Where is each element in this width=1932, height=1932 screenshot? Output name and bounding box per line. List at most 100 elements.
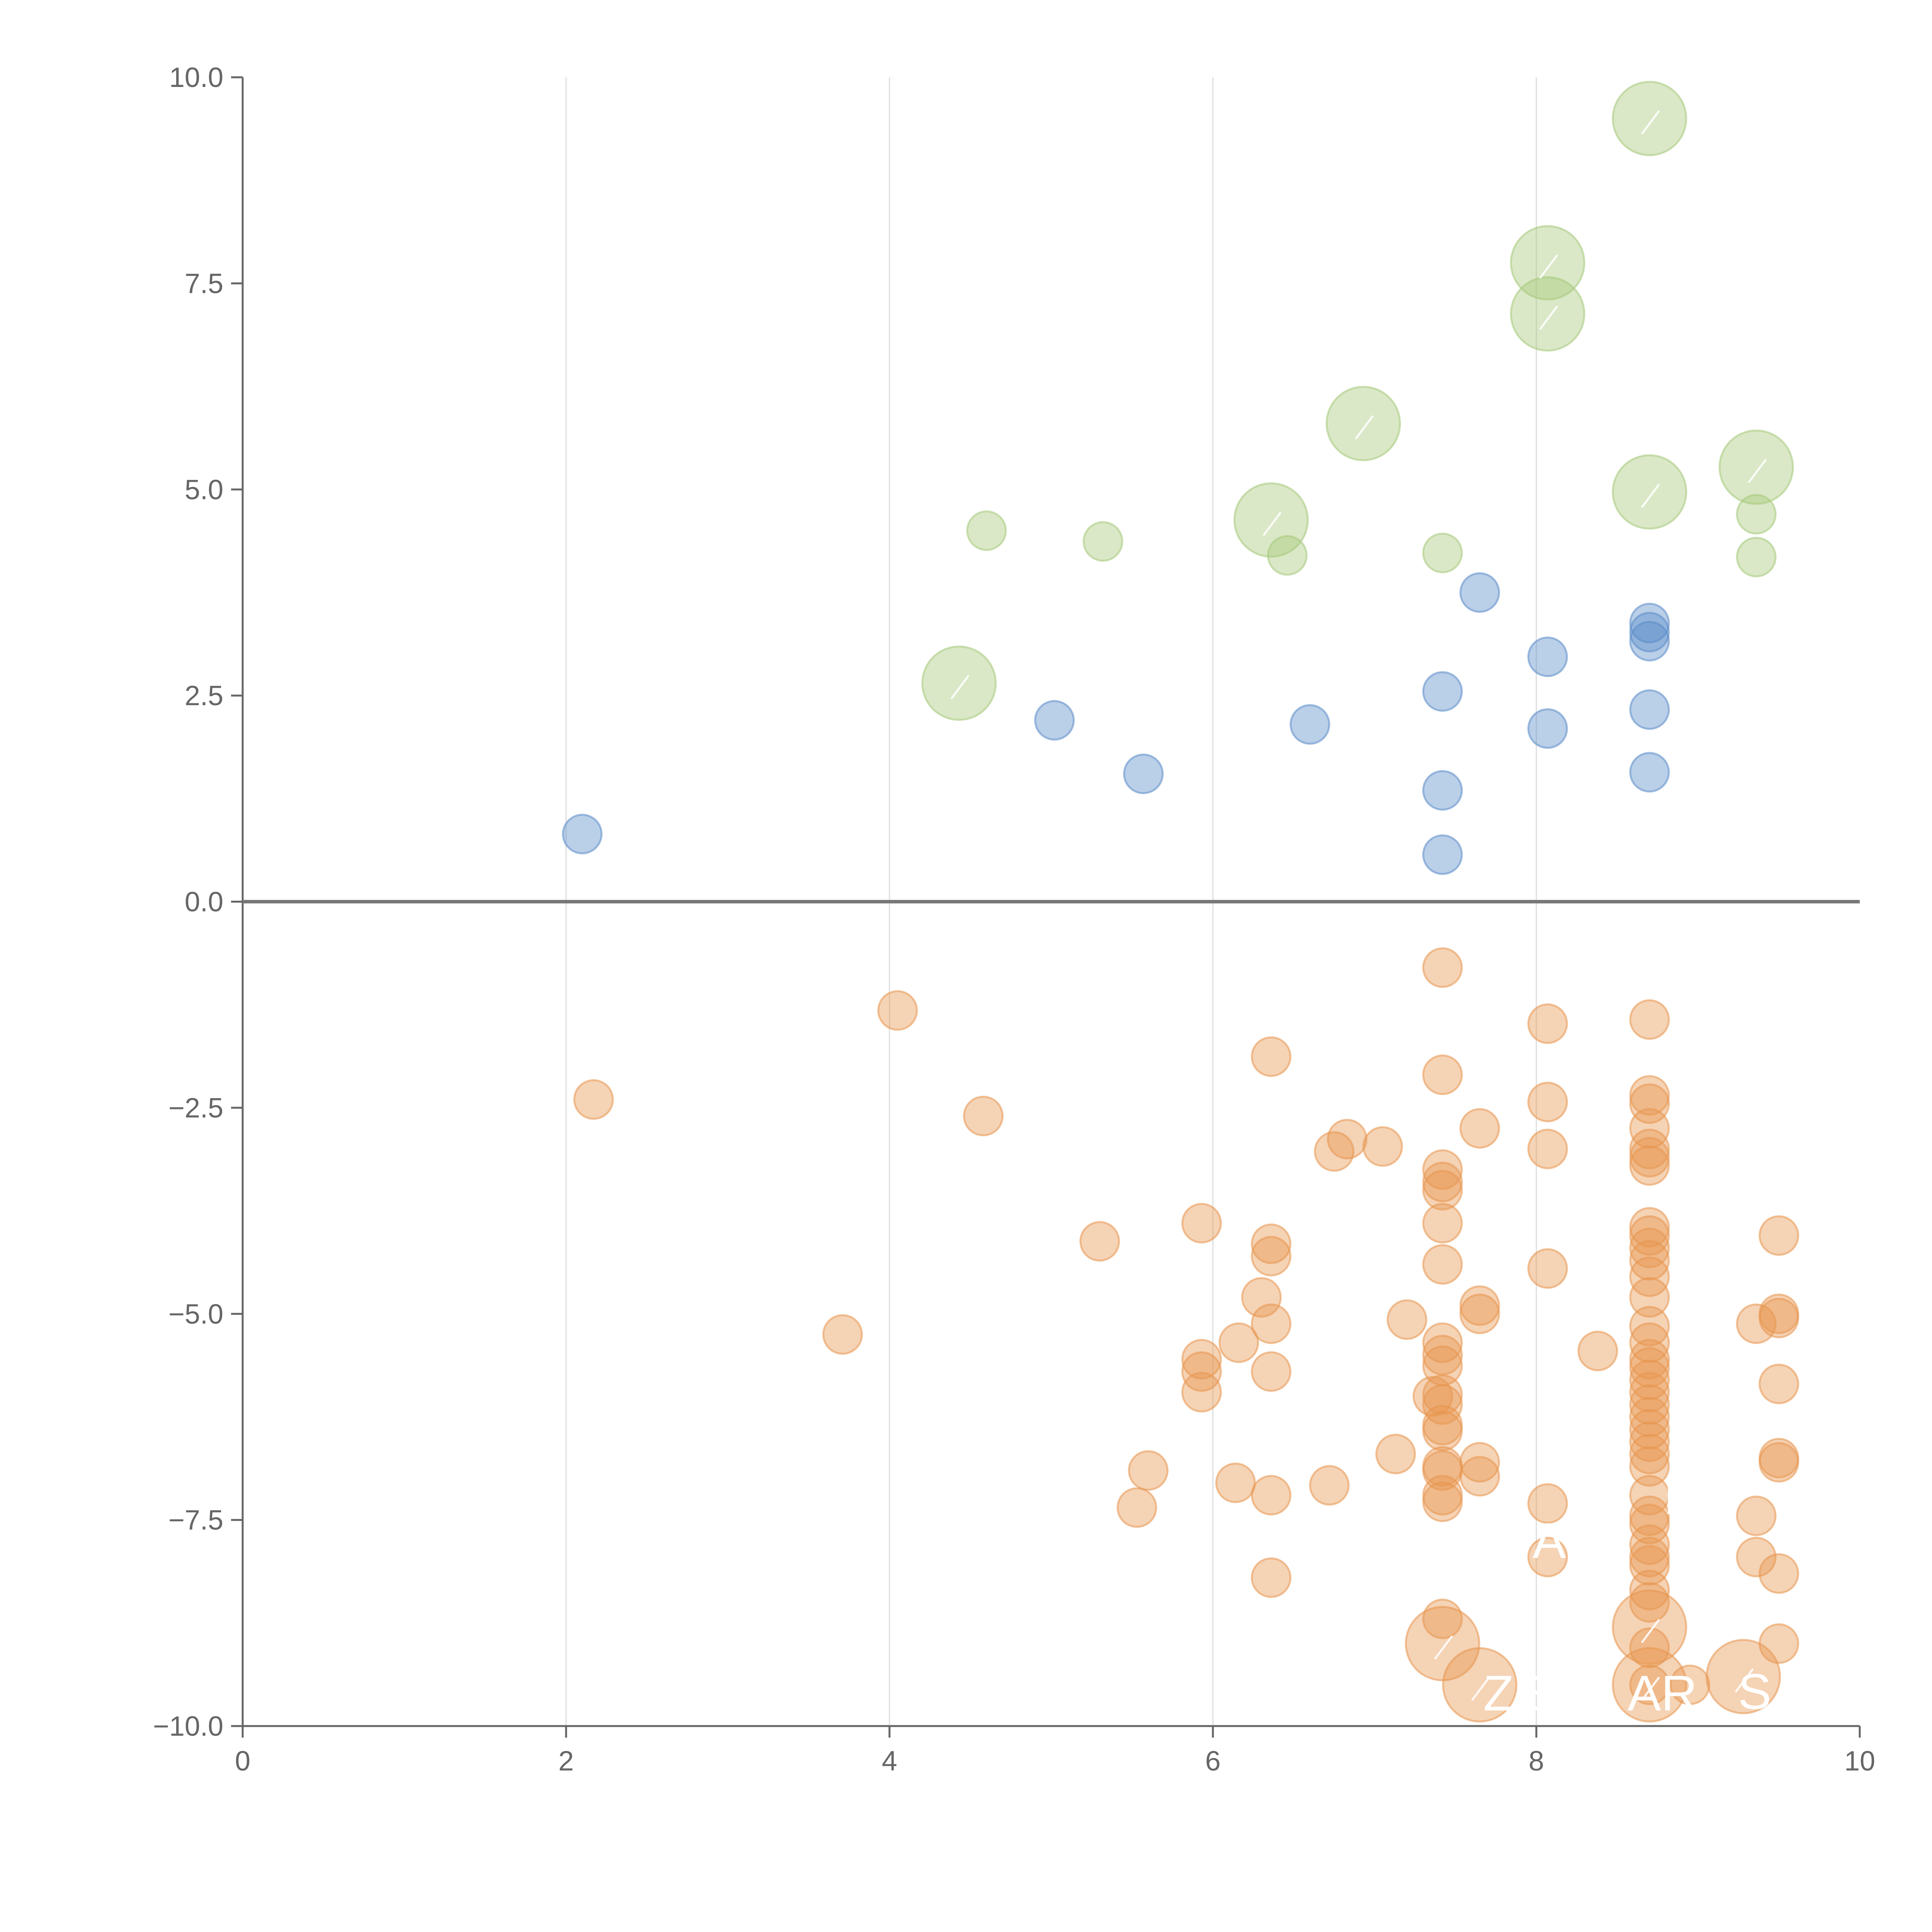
data-point bbox=[921, 645, 997, 721]
data-point bbox=[1629, 1083, 1670, 1124]
data-point bbox=[1251, 1303, 1292, 1344]
data-point bbox=[1079, 1221, 1120, 1262]
data-point bbox=[1612, 81, 1687, 156]
data-point bbox=[1612, 1647, 1687, 1723]
data-point bbox=[1422, 1322, 1463, 1363]
data-point bbox=[562, 814, 603, 855]
data-point bbox=[1181, 1339, 1222, 1380]
y-tick-label: −5.0 bbox=[168, 1299, 223, 1330]
data-point bbox=[1629, 1322, 1670, 1363]
data-point bbox=[1251, 1351, 1292, 1392]
data-point bbox=[1527, 636, 1568, 677]
data-point bbox=[1629, 1545, 1670, 1586]
data-point bbox=[1629, 1434, 1670, 1475]
data-point bbox=[1123, 753, 1164, 794]
point-annotation: D bbox=[1664, 1469, 1700, 1525]
data-point bbox=[1629, 602, 1670, 643]
data-point bbox=[1251, 1557, 1292, 1598]
label-leader-line bbox=[1355, 415, 1374, 440]
data-point bbox=[1422, 834, 1463, 875]
data-point bbox=[1759, 1553, 1799, 1594]
label-leader-line bbox=[1641, 110, 1660, 135]
data-point bbox=[966, 510, 1007, 551]
data-point bbox=[1362, 1126, 1403, 1167]
data-point bbox=[1422, 532, 1463, 573]
data-point bbox=[1527, 1537, 1568, 1578]
y-tick-label: 0.0 bbox=[185, 887, 223, 918]
x-tick-label: 4 bbox=[882, 1746, 897, 1777]
data-point bbox=[1459, 1285, 1500, 1326]
data-point bbox=[1422, 1054, 1463, 1095]
data-point bbox=[1289, 704, 1330, 745]
data-point bbox=[1759, 1298, 1799, 1338]
label-leader-line bbox=[1641, 1619, 1660, 1643]
data-point bbox=[1034, 700, 1075, 741]
data-point bbox=[1629, 752, 1670, 793]
data-point bbox=[1422, 1170, 1463, 1211]
data-point bbox=[1629, 612, 1670, 653]
data-point bbox=[1241, 1277, 1282, 1318]
data-point bbox=[1577, 1330, 1618, 1371]
data-point bbox=[1629, 1446, 1670, 1487]
data-point bbox=[1629, 1664, 1670, 1705]
data-point bbox=[1629, 1277, 1670, 1318]
data-point bbox=[1629, 1075, 1670, 1116]
data-point bbox=[1629, 1228, 1670, 1269]
data-point bbox=[822, 1314, 863, 1355]
data-point bbox=[1422, 1410, 1463, 1451]
y-tick-label: −7.5 bbox=[168, 1505, 223, 1536]
data-point bbox=[1629, 1240, 1670, 1281]
label-leader-line bbox=[1471, 1676, 1490, 1701]
data-point bbox=[1386, 1299, 1427, 1340]
y-tick-label: 10.0 bbox=[169, 62, 223, 93]
label-leader-line bbox=[1748, 459, 1767, 483]
data-point bbox=[1422, 1244, 1463, 1285]
data-point bbox=[1459, 1442, 1500, 1483]
data-point bbox=[1629, 1256, 1670, 1297]
label-leader-line bbox=[950, 675, 969, 699]
data-point bbox=[1116, 1487, 1157, 1528]
data-point bbox=[1218, 1322, 1259, 1363]
data-point bbox=[1736, 537, 1777, 578]
y-tick-label: −2.5 bbox=[168, 1093, 223, 1124]
data-point bbox=[1629, 1347, 1670, 1388]
data-point bbox=[1459, 1293, 1500, 1334]
data-point bbox=[1375, 1434, 1416, 1475]
data-point bbox=[1181, 1203, 1222, 1244]
annotation-leaders bbox=[950, 110, 1767, 1701]
label-leader-line bbox=[1641, 1676, 1660, 1701]
y-tick-label: 7.5 bbox=[185, 268, 223, 299]
label-leader-line bbox=[1641, 483, 1660, 508]
data-point bbox=[1629, 1129, 1670, 1170]
data-point bbox=[1510, 276, 1585, 352]
x-tick-label: 10 bbox=[1844, 1746, 1875, 1777]
y-tick-label: −10.0 bbox=[153, 1711, 223, 1742]
data-point bbox=[1233, 482, 1309, 558]
data-point bbox=[877, 990, 918, 1031]
data-point bbox=[1629, 1339, 1670, 1380]
y-tick-label: 2.5 bbox=[185, 680, 223, 711]
x-tick-label: 0 bbox=[235, 1746, 250, 1777]
data-point bbox=[1759, 1215, 1799, 1256]
x-tick-label: 8 bbox=[1529, 1746, 1544, 1777]
data-point bbox=[1251, 1236, 1292, 1277]
data-point bbox=[1309, 1465, 1350, 1506]
data-point bbox=[1629, 1384, 1670, 1425]
data-point bbox=[1128, 1450, 1169, 1491]
data-point bbox=[1422, 1599, 1463, 1639]
data-point bbox=[1629, 999, 1670, 1040]
data-point bbox=[1629, 1582, 1670, 1623]
data-point bbox=[1325, 386, 1401, 461]
point-annotation: ZE bbox=[1483, 1665, 1548, 1721]
data-point bbox=[1629, 1359, 1670, 1400]
data-point bbox=[1459, 1108, 1500, 1149]
data-point bbox=[1629, 1495, 1670, 1536]
data-point bbox=[1422, 947, 1463, 988]
annotations: ZE AR S D A bbox=[1483, 1469, 1772, 1721]
data-point bbox=[1629, 1215, 1670, 1256]
data-point bbox=[1629, 689, 1670, 730]
data-point bbox=[1181, 1351, 1222, 1392]
data-point bbox=[573, 1079, 614, 1120]
label-leader-line bbox=[1539, 254, 1558, 279]
